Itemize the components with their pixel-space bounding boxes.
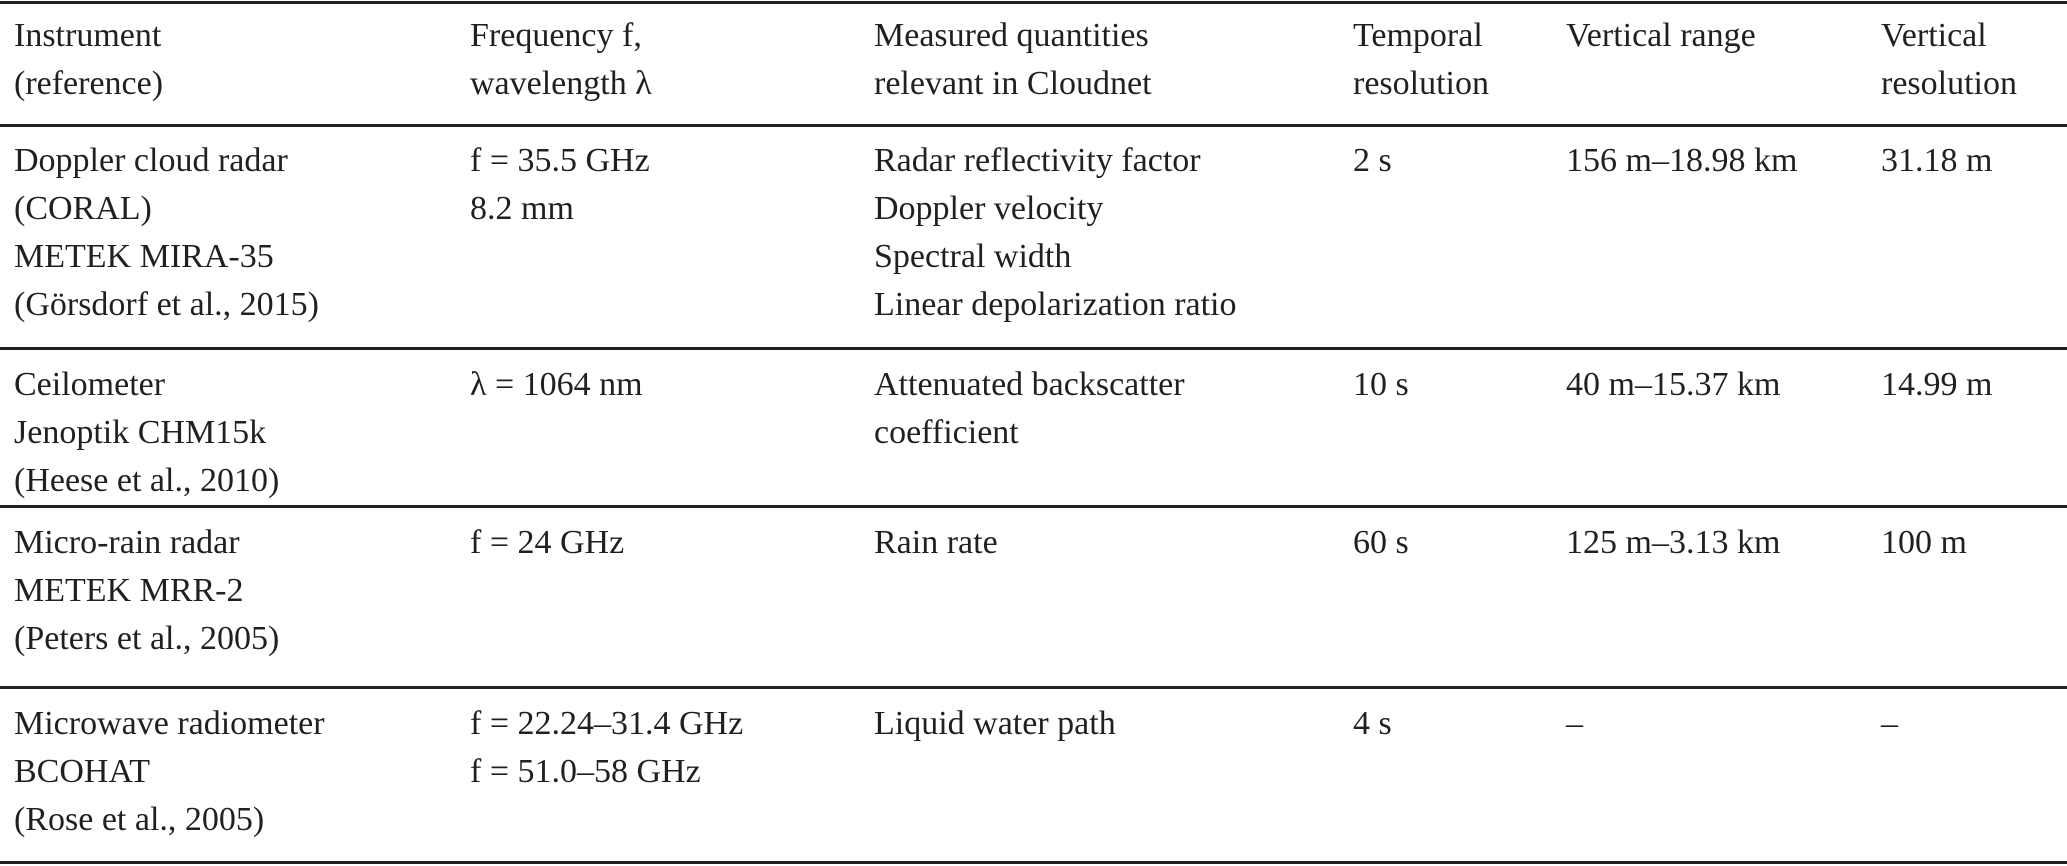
instrument-cell-line: METEK MIRA-35 (14, 238, 274, 275)
header-temporal: Temporal resolution (1353, 12, 1489, 108)
row-divider (0, 505, 2067, 508)
instrument-cell: Micro-rain radar METEK MRR-2 (Peters et al… (14, 519, 279, 663)
header-line: wavelength λ (470, 65, 652, 102)
vertical-range-cell: – (1566, 705, 1583, 742)
temporal-resolution-cell: 10 s (1353, 366, 1409, 403)
frequency-cell: f = 22.24–31.4 GHz f = 51.0–58 GHz (470, 700, 743, 796)
header-line: resolution (1881, 65, 2017, 102)
instrument-cell-line: (Rose et al., 2005) (14, 801, 265, 838)
vertical-resolution-cell: 100 m (1881, 524, 1967, 561)
header-line: relevant in Cloudnet (874, 65, 1152, 102)
header-vertical-range: Vertical range (1566, 12, 1756, 60)
quantities-cell-line: Attenuated backscatter (874, 366, 1185, 403)
header-line: Measured quantities (874, 17, 1149, 54)
instrument-cell-line: (Peters et al., 2005) (14, 620, 280, 657)
quantities-cell-line: Linear depolarization ratio (874, 286, 1237, 323)
top-rule (0, 1, 2067, 4)
instrument-cell: Doppler cloud radar (CORAL) METEK MIRA-35 (… (14, 137, 319, 329)
frequency-cell: f = 35.5 GHz 8.2 mm (470, 137, 650, 233)
instrument-cell-line: METEK MRR-2 (14, 572, 244, 609)
frequency-cell: λ = 1064 nm (470, 361, 643, 409)
instrument-cell-line: Doppler cloud radar (14, 142, 288, 179)
quantities-cell-line: Radar reflectivity factor (874, 142, 1201, 179)
instrument-cell-line: Ceilometer (14, 366, 166, 403)
vertical-range-cell: 40 m–15.37 km (1566, 366, 1781, 403)
frequency-cell-line: f = 24 GHz (470, 524, 625, 561)
row-divider (0, 347, 2067, 350)
header-instrument: Instrument (reference) (14, 12, 163, 108)
quantities-cell-line: Rain rate (874, 524, 998, 561)
instrument-cell-line: (Heese et al., 2010) (14, 462, 280, 499)
vertical-resolution-cell: 14.99 m (1881, 366, 1993, 403)
instrument-cell-line: Microwave radiometer (14, 705, 325, 742)
header-rule (0, 124, 2067, 127)
frequency-cell-line: f = 22.24–31.4 GHz (470, 705, 744, 742)
quantities-cell-line: Spectral width (874, 238, 1072, 275)
instrument-cell-line: Jenoptik CHM15k (14, 414, 267, 451)
vertical-range-cell: 156 m–18.98 km (1566, 142, 1798, 179)
header-line: Vertical (1881, 17, 1987, 54)
quantities-cell-line: coefficient (874, 414, 1019, 451)
header-line: resolution (1353, 65, 1489, 102)
frequency-cell-line: f = 51.0–58 GHz (470, 753, 701, 790)
bottom-rule (0, 861, 2067, 864)
instrument-cell-line: (Görsdorf et al., 2015) (14, 286, 319, 323)
header-line: Temporal (1353, 17, 1483, 54)
instrument-cell-line: BCOHAT (14, 753, 151, 790)
quantities-cell: Attenuated backscatter coefficient (874, 361, 1185, 457)
header-line: Instrument (14, 17, 162, 54)
instrument-cell: Microwave radiometer BCOHAT (Rose et al., … (14, 700, 325, 844)
instrument-cell: Ceilometer Jenoptik CHM15k (Heese et al., … (14, 361, 279, 505)
instrument-cell-line: Micro-rain radar (14, 524, 240, 561)
frequency-cell: f = 24 GHz (470, 519, 624, 567)
frequency-cell-line: λ = 1064 nm (470, 366, 643, 403)
quantities-cell-line: Doppler velocity (874, 190, 1104, 227)
instrument-cell-line: (CORAL) (14, 190, 152, 227)
temporal-resolution-cell: 4 s (1353, 705, 1392, 742)
header-quantities: Measured quantities relevant in Cloudnet (874, 12, 1152, 108)
vertical-resolution-cell: – (1881, 705, 1898, 742)
vertical-range-cell: 125 m–3.13 km (1566, 524, 1781, 561)
temporal-resolution-cell: 2 s (1353, 142, 1392, 179)
header-line: Frequency f, (470, 17, 642, 54)
frequency-cell-line: f = 35.5 GHz (470, 142, 650, 179)
quantities-cell: Liquid water path (874, 700, 1116, 748)
vertical-resolution-cell: 31.18 m (1881, 142, 1993, 179)
quantities-cell: Radar reflectivity factor Doppler velocit… (874, 137, 1237, 329)
frequency-cell-line: 8.2 mm (470, 190, 574, 227)
quantities-cell: Rain rate (874, 519, 998, 567)
row-divider (0, 686, 2067, 689)
header-frequency: Frequency f, wavelength λ (470, 12, 652, 108)
header-line: (reference) (14, 65, 164, 102)
temporal-resolution-cell: 60 s (1353, 524, 1409, 561)
header-line: Vertical range (1566, 17, 1756, 54)
quantities-cell-line: Liquid water path (874, 705, 1116, 742)
header-vertical-resolution: Vertical resolution (1881, 12, 2017, 108)
